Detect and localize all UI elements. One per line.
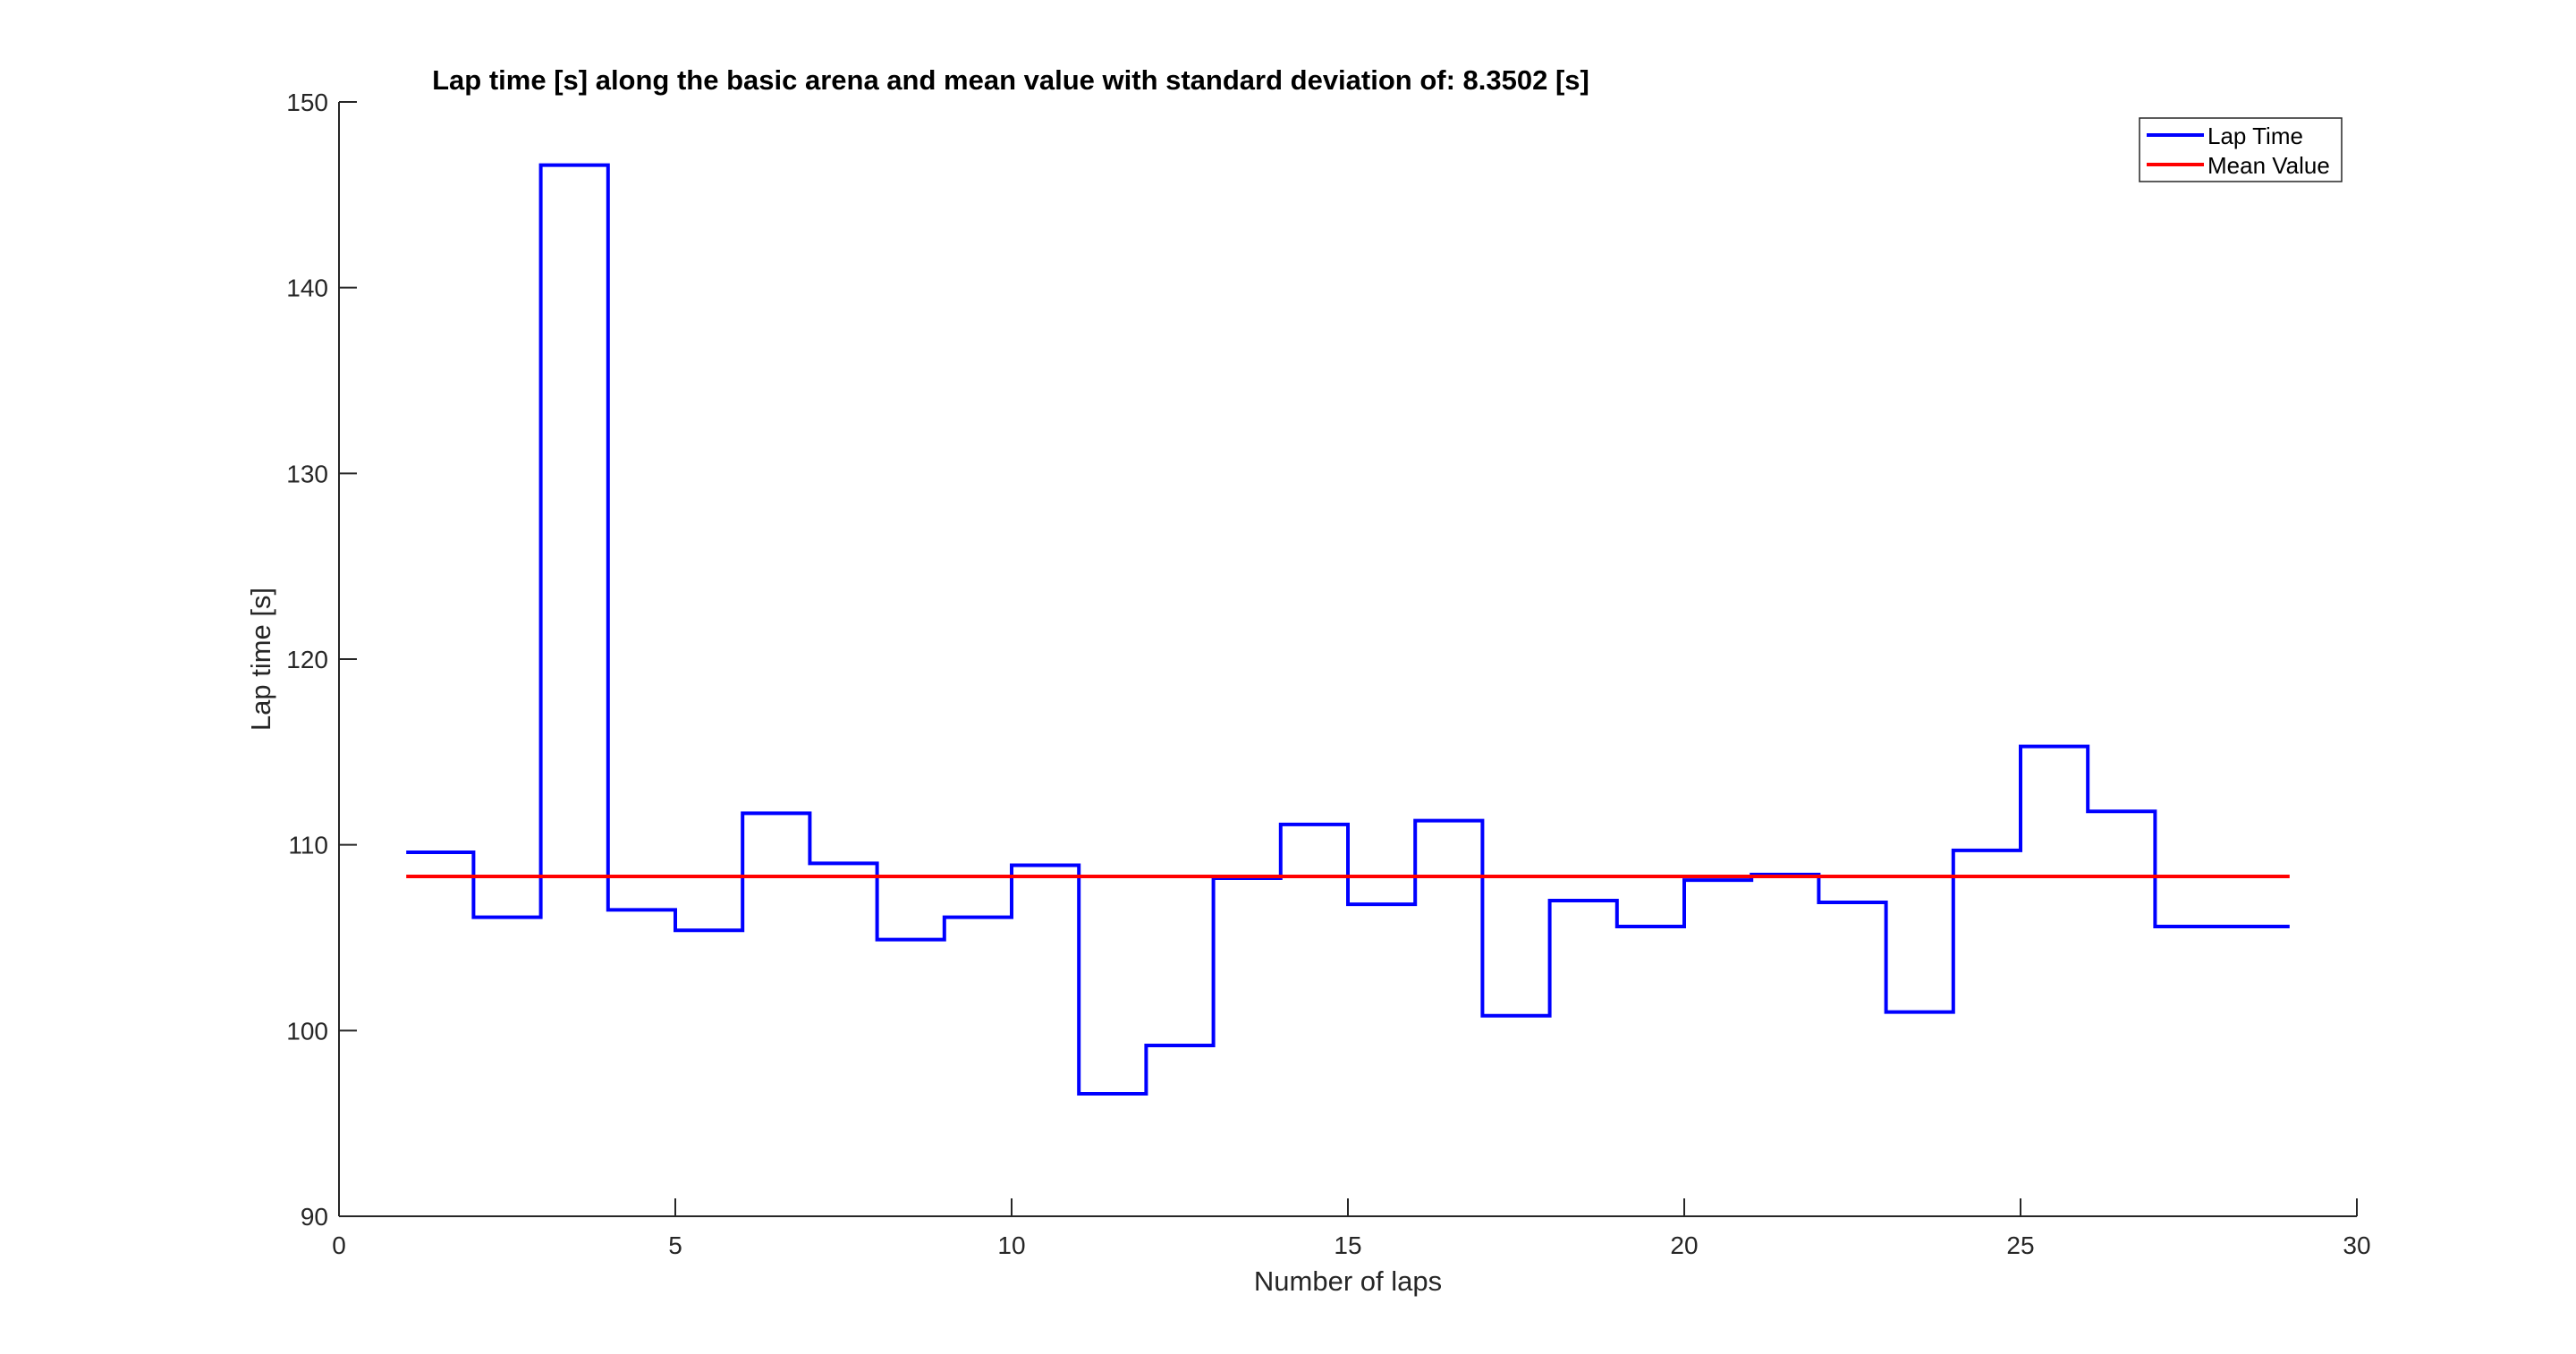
x-tick-label: 0 xyxy=(332,1231,346,1259)
chart-title: Lap time [s] along the basic arena and m… xyxy=(432,64,1589,96)
legend: Lap Time Mean Value xyxy=(2139,117,2343,182)
series-layer xyxy=(406,163,2290,1096)
y-tick-label: 100 xyxy=(286,1017,328,1045)
x-tick-label: 25 xyxy=(2006,1231,2034,1259)
legend-label-mean-value: Mean Value xyxy=(2207,152,2330,179)
x-tick-label: 15 xyxy=(1334,1231,1361,1259)
y-tick-label: 120 xyxy=(286,646,328,673)
series-line-lap-time xyxy=(406,163,2290,1096)
y-tick-label: 140 xyxy=(286,275,328,302)
y-axis-label: Lap time [s] xyxy=(245,588,276,731)
y-tick-label: 90 xyxy=(301,1203,328,1231)
x-tick-label: 20 xyxy=(1670,1231,1698,1259)
x-axis-label: Number of laps xyxy=(1254,1265,1442,1297)
x-ticks: 0 5 10 15 20 25 30 xyxy=(332,1198,2371,1259)
legend-label-lap-time: Lap Time xyxy=(2207,123,2303,149)
y-ticks: 90 100 110 120 130 140 150 xyxy=(286,89,357,1231)
legend-box xyxy=(2139,117,2343,182)
y-tick-label: 150 xyxy=(286,89,328,116)
x-tick-label: 30 xyxy=(2343,1231,2370,1259)
y-tick-label: 130 xyxy=(286,460,328,487)
x-tick-label: 10 xyxy=(997,1231,1025,1259)
y-tick-label: 110 xyxy=(288,832,328,859)
x-tick-label: 5 xyxy=(668,1231,682,1259)
